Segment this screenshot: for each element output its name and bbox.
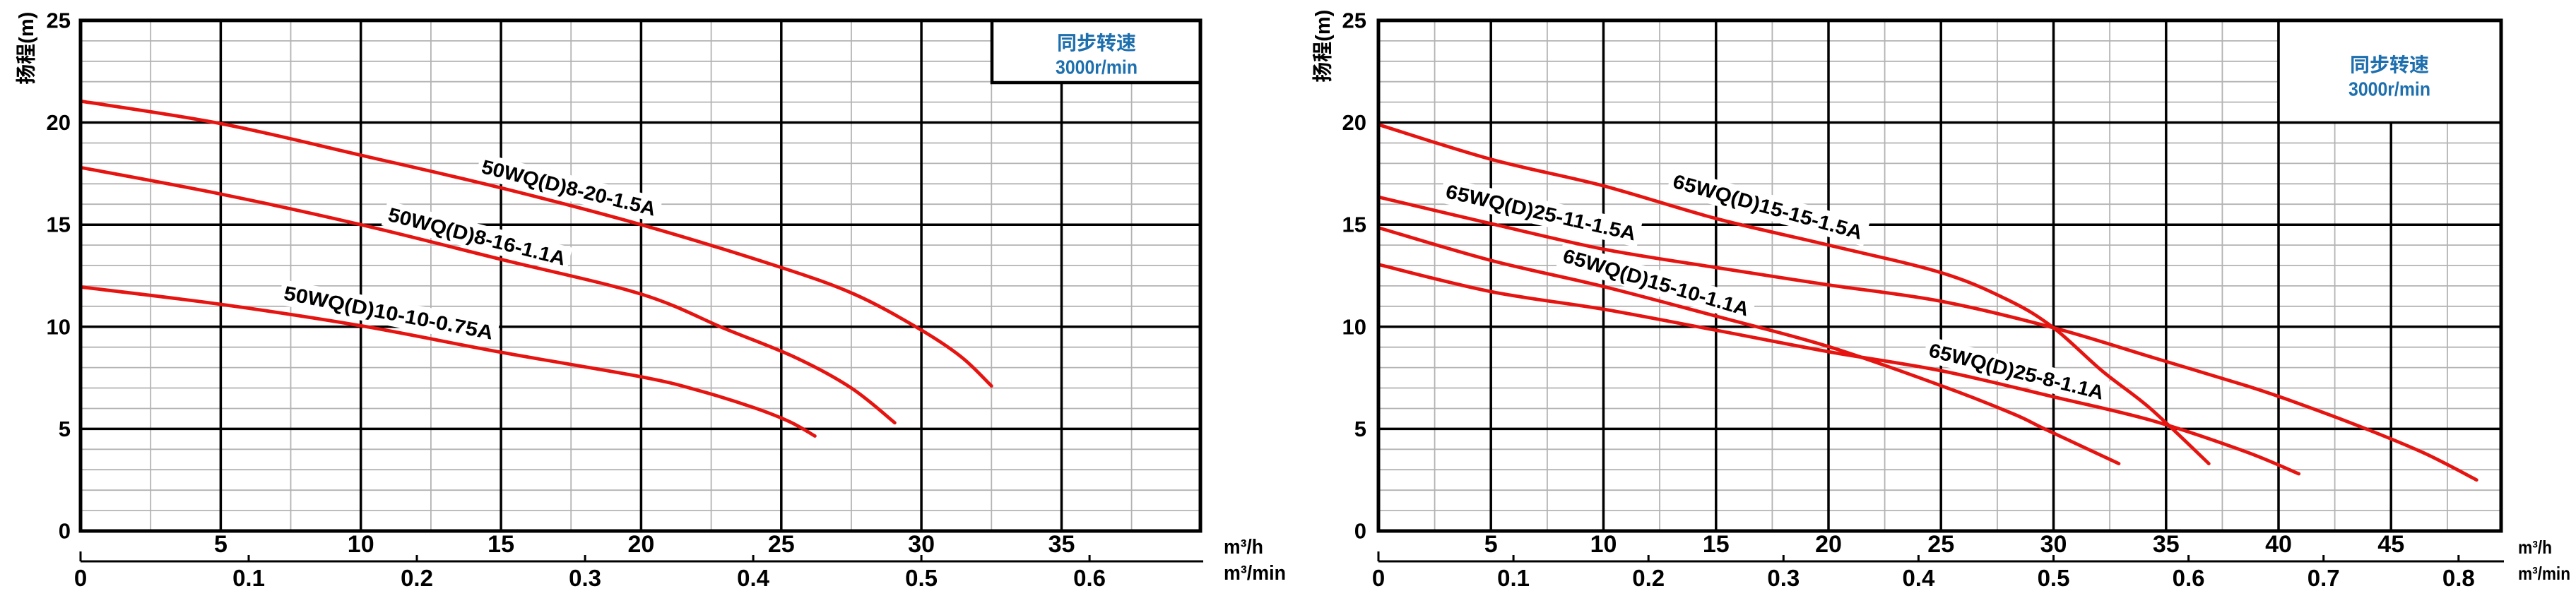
- svg-text:(m): (m): [1312, 10, 1335, 42]
- svg-text:35: 35: [1048, 531, 1075, 558]
- svg-text:10: 10: [47, 314, 71, 339]
- svg-text:m³/min: m³/min: [1224, 562, 1286, 585]
- svg-text:0: 0: [59, 519, 71, 544]
- svg-text:20: 20: [1342, 110, 1366, 135]
- svg-text:0: 0: [74, 565, 87, 591]
- svg-text:15: 15: [1342, 213, 1366, 237]
- svg-text:0.7: 0.7: [2308, 565, 2340, 591]
- svg-text:10: 10: [1342, 314, 1366, 339]
- svg-text:25: 25: [1927, 531, 1954, 558]
- svg-text:0.4: 0.4: [737, 565, 770, 591]
- svg-text:3000r/min: 3000r/min: [1056, 56, 1138, 78]
- svg-text:25: 25: [1342, 8, 1366, 32]
- svg-text:0.3: 0.3: [569, 565, 601, 591]
- svg-text:5: 5: [59, 417, 71, 441]
- svg-text:5: 5: [1354, 417, 1366, 441]
- svg-text:0: 0: [1354, 519, 1366, 544]
- svg-text:45: 45: [2377, 531, 2404, 558]
- svg-text:10: 10: [1590, 531, 1617, 558]
- svg-text:(m): (m): [16, 12, 38, 44]
- svg-text:0.3: 0.3: [1767, 565, 1800, 591]
- svg-text:0.2: 0.2: [1632, 565, 1665, 591]
- svg-text:0.8: 0.8: [2442, 565, 2475, 591]
- svg-text:0.2: 0.2: [401, 565, 433, 591]
- svg-text:0.4: 0.4: [1902, 565, 1935, 591]
- svg-text:25: 25: [768, 531, 795, 558]
- svg-text:5: 5: [1484, 531, 1498, 558]
- svg-text:5: 5: [214, 531, 228, 558]
- svg-text:15: 15: [1703, 531, 1730, 558]
- svg-text:35: 35: [2153, 531, 2180, 558]
- svg-text:10: 10: [348, 531, 374, 558]
- svg-text:0.6: 0.6: [2173, 565, 2205, 591]
- svg-text:0.6: 0.6: [1073, 565, 1106, 591]
- svg-text:20: 20: [627, 531, 654, 558]
- svg-text:15: 15: [47, 213, 71, 237]
- svg-text:0.5: 0.5: [2038, 565, 2070, 591]
- svg-text:0.1: 0.1: [232, 565, 265, 591]
- svg-text:m³/min: m³/min: [2518, 563, 2570, 584]
- svg-text:20: 20: [1815, 531, 1842, 558]
- svg-text:m³/h: m³/h: [2518, 537, 2552, 558]
- svg-text:m³/h: m³/h: [1224, 536, 1263, 559]
- svg-text:0.5: 0.5: [905, 565, 938, 591]
- svg-text:0.1: 0.1: [1497, 565, 1530, 591]
- svg-text:0: 0: [1372, 565, 1385, 591]
- svg-text:20: 20: [47, 110, 71, 135]
- svg-text:30: 30: [2040, 531, 2067, 558]
- svg-text:15: 15: [488, 531, 514, 558]
- svg-text:25: 25: [47, 8, 71, 32]
- svg-text:40: 40: [2265, 531, 2292, 558]
- svg-text:3000r/min: 3000r/min: [2348, 78, 2430, 100]
- svg-text:30: 30: [908, 531, 935, 558]
